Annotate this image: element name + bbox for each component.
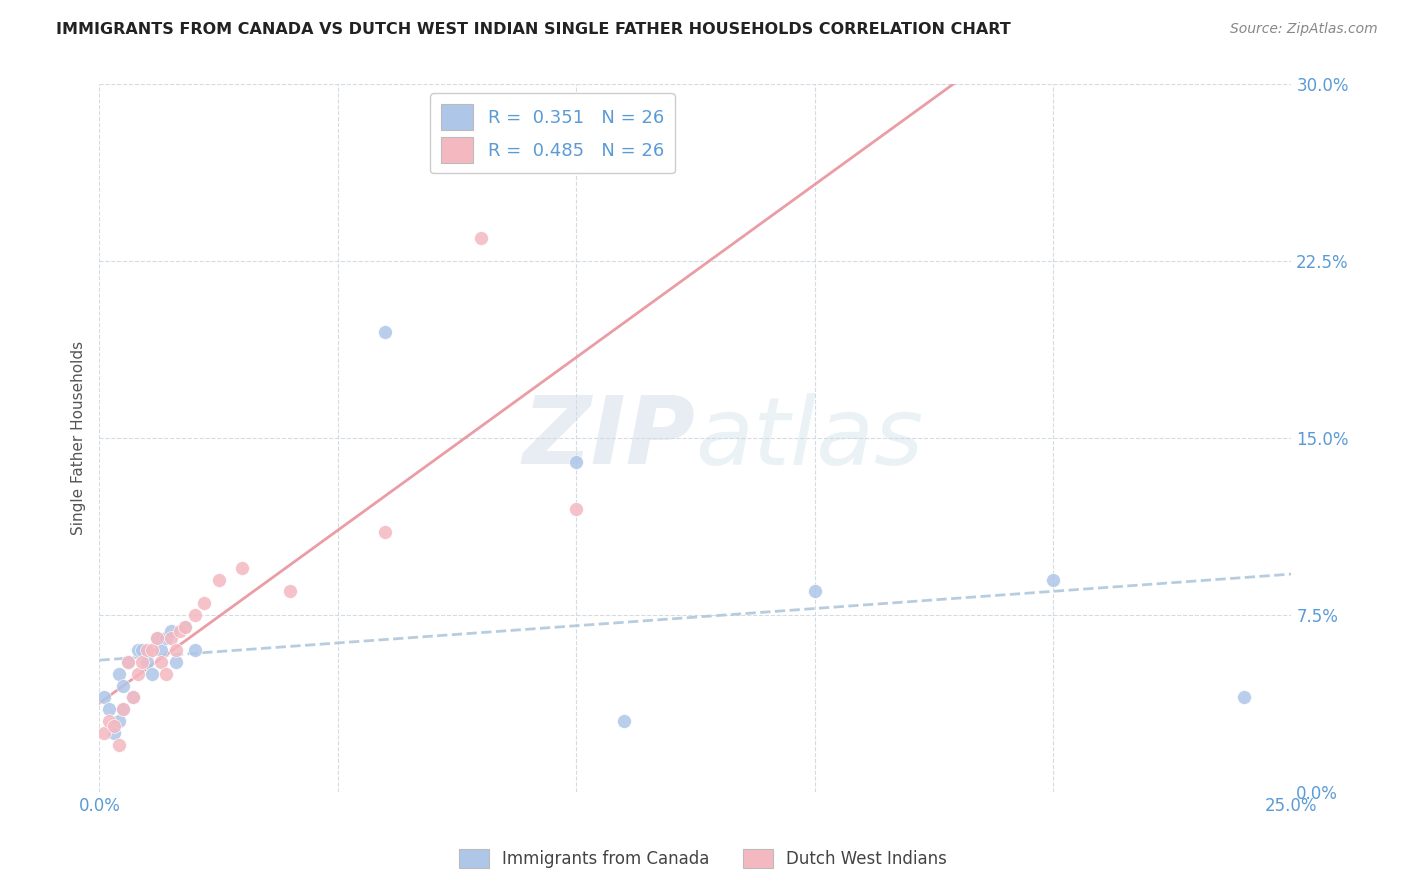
Point	[145, 632, 167, 646]
Point	[93, 725, 115, 739]
Text: Source: ZipAtlas.com: Source: ZipAtlas.com	[1230, 22, 1378, 37]
Point	[169, 624, 191, 639]
Point	[141, 643, 163, 657]
Point	[174, 620, 197, 634]
Point	[374, 525, 396, 540]
Point	[165, 655, 187, 669]
Point	[112, 702, 135, 716]
Point	[155, 632, 177, 646]
Point	[184, 643, 207, 657]
Point	[117, 655, 139, 669]
Point	[107, 666, 129, 681]
Point	[174, 620, 197, 634]
Point	[127, 643, 149, 657]
Point	[136, 655, 159, 669]
Point	[112, 679, 135, 693]
Point	[150, 655, 173, 669]
Text: ZIP: ZIP	[523, 392, 696, 484]
Point	[565, 455, 588, 469]
Point	[184, 607, 207, 622]
Point	[141, 666, 163, 681]
Point	[117, 655, 139, 669]
Point	[231, 560, 253, 574]
Point	[165, 643, 187, 657]
Point	[103, 719, 125, 733]
Point	[107, 714, 129, 728]
Point	[374, 325, 396, 339]
Point	[565, 501, 588, 516]
Point	[155, 666, 177, 681]
Point	[470, 230, 492, 244]
Point	[98, 714, 121, 728]
Point	[193, 596, 215, 610]
Legend: Immigrants from Canada, Dutch West Indians: Immigrants from Canada, Dutch West India…	[453, 842, 953, 875]
Point	[121, 690, 143, 705]
Point	[145, 632, 167, 646]
Point	[1233, 690, 1256, 705]
Point	[613, 714, 636, 728]
Text: atlas: atlas	[696, 392, 924, 483]
Point	[207, 573, 229, 587]
Point	[803, 584, 825, 599]
Point	[1042, 573, 1064, 587]
Point	[136, 643, 159, 657]
Point	[98, 702, 121, 716]
Point	[131, 643, 153, 657]
Point	[278, 584, 301, 599]
Legend: R =  0.351   N = 26, R =  0.485   N = 26: R = 0.351 N = 26, R = 0.485 N = 26	[430, 94, 675, 173]
Point	[160, 624, 183, 639]
Point	[127, 666, 149, 681]
Y-axis label: Single Father Households: Single Father Households	[72, 341, 86, 535]
Point	[131, 655, 153, 669]
Point	[112, 702, 135, 716]
Point	[150, 643, 173, 657]
Text: IMMIGRANTS FROM CANADA VS DUTCH WEST INDIAN SINGLE FATHER HOUSEHOLDS CORRELATION: IMMIGRANTS FROM CANADA VS DUTCH WEST IND…	[56, 22, 1011, 37]
Point	[160, 632, 183, 646]
Point	[93, 690, 115, 705]
Point	[121, 690, 143, 705]
Point	[103, 725, 125, 739]
Point	[107, 738, 129, 752]
